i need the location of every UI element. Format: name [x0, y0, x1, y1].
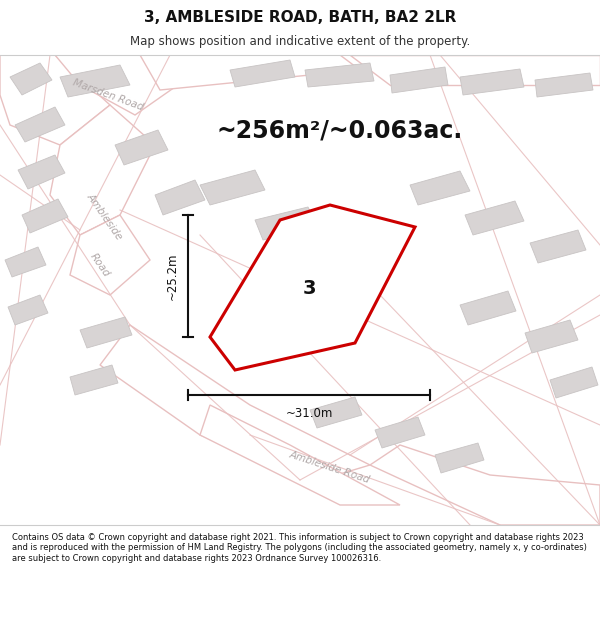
Polygon shape	[305, 63, 374, 87]
Polygon shape	[530, 230, 586, 263]
Polygon shape	[550, 367, 598, 398]
Polygon shape	[55, 55, 185, 115]
Text: ~25.2m: ~25.2m	[166, 253, 179, 300]
Text: Marsden Road: Marsden Road	[71, 78, 145, 112]
Polygon shape	[375, 417, 425, 448]
Polygon shape	[8, 295, 48, 325]
Polygon shape	[5, 247, 46, 277]
Polygon shape	[435, 443, 484, 473]
Polygon shape	[200, 170, 265, 205]
Text: ~256m²/~0.063ac.: ~256m²/~0.063ac.	[217, 118, 463, 142]
Polygon shape	[350, 55, 600, 85]
Text: 3, AMBLESIDE ROAD, BATH, BA2 2LR: 3, AMBLESIDE ROAD, BATH, BA2 2LR	[144, 10, 456, 25]
Polygon shape	[22, 199, 68, 233]
Polygon shape	[155, 180, 205, 215]
Polygon shape	[320, 230, 378, 263]
Polygon shape	[460, 291, 516, 325]
Polygon shape	[100, 325, 370, 480]
Polygon shape	[310, 397, 362, 428]
Polygon shape	[460, 69, 524, 95]
Polygon shape	[200, 405, 400, 505]
Polygon shape	[70, 365, 118, 395]
Text: Contains OS data © Crown copyright and database right 2021. This information is : Contains OS data © Crown copyright and d…	[12, 533, 587, 562]
Polygon shape	[140, 55, 360, 90]
Polygon shape	[410, 171, 470, 205]
Polygon shape	[525, 320, 578, 353]
Polygon shape	[115, 130, 168, 165]
Polygon shape	[18, 155, 65, 189]
Polygon shape	[0, 55, 110, 145]
Polygon shape	[465, 201, 524, 235]
Polygon shape	[370, 445, 600, 525]
Polygon shape	[60, 65, 130, 97]
Polygon shape	[50, 105, 155, 235]
Text: Road: Road	[88, 251, 112, 279]
Text: ~31.0m: ~31.0m	[286, 407, 332, 420]
Polygon shape	[70, 215, 150, 295]
Polygon shape	[15, 107, 65, 142]
Polygon shape	[390, 67, 448, 93]
Text: Map shows position and indicative extent of the property.: Map shows position and indicative extent…	[130, 35, 470, 48]
Text: Ambleside Road: Ambleside Road	[289, 449, 371, 485]
Text: 3: 3	[302, 279, 316, 298]
Polygon shape	[535, 73, 593, 97]
Polygon shape	[255, 207, 318, 240]
Text: Ambleside: Ambleside	[85, 192, 125, 242]
Polygon shape	[10, 63, 52, 95]
Polygon shape	[210, 205, 415, 370]
Polygon shape	[80, 317, 132, 348]
Polygon shape	[230, 60, 295, 87]
